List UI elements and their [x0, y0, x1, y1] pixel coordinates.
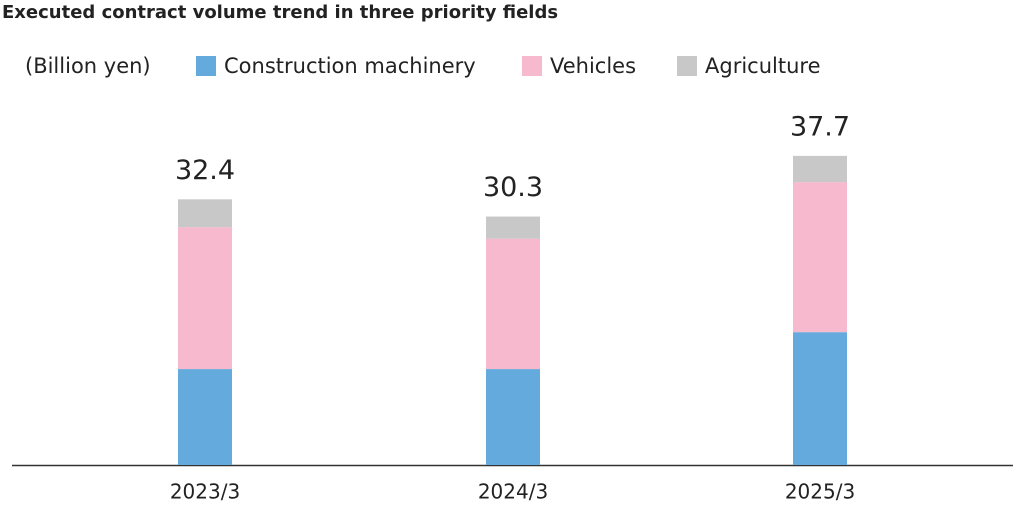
y-axis-label: (Billion yen): [25, 54, 151, 78]
total-label: 37.7: [790, 111, 850, 142]
bar-segment: [178, 199, 232, 228]
x-tick-label: 2023/3: [170, 480, 240, 504]
legend-swatch: [677, 56, 697, 76]
bar-segment: [178, 369, 232, 465]
total-label: 32.4: [175, 155, 235, 186]
bar-segment: [178, 227, 232, 370]
bar-segment: [793, 182, 847, 333]
legend-label: Construction machinery: [224, 54, 476, 78]
x-tick-label: 2025/3: [785, 480, 855, 504]
x-tick-label: 2024/3: [478, 480, 548, 504]
legend-label: Vehicles: [550, 54, 636, 78]
legend-label: Agriculture: [705, 54, 821, 78]
total-label: 30.3: [483, 172, 543, 203]
bar-segment: [486, 238, 540, 370]
bar-segment: [486, 369, 540, 465]
bar-segment: [793, 332, 847, 465]
chart-title: Executed contract volume trend in three …: [2, 2, 558, 23]
bar-segment: [486, 216, 540, 239]
bar-segment: [793, 155, 847, 183]
legend-swatch: [522, 56, 542, 76]
legend-swatch: [196, 56, 216, 76]
